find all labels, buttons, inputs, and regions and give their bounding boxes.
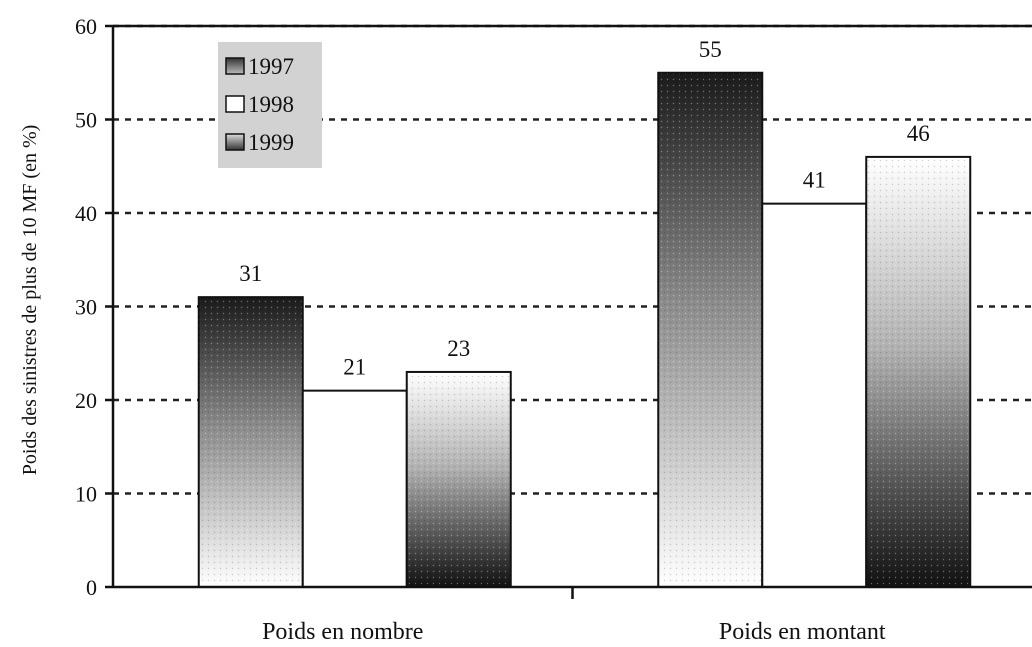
y-tick-label: 20 xyxy=(75,388,97,413)
data-label-1997-0: 31 xyxy=(239,261,262,286)
x-category-label: Poids en montant xyxy=(719,619,886,645)
data-label-1997-1: 55 xyxy=(699,37,722,62)
y-tick-label: 10 xyxy=(75,482,97,507)
data-label-1999-0: 23 xyxy=(447,336,470,361)
data-label-1998-1: 41 xyxy=(803,168,826,193)
legend-label-1998: 1998 xyxy=(248,92,294,117)
bar-texture-1999-0 xyxy=(407,372,511,587)
bar-texture-1999-1 xyxy=(866,157,970,587)
bar-texture-1997-0 xyxy=(199,297,303,587)
legend-swatch-1999 xyxy=(226,134,244,150)
bar-1998-0 xyxy=(303,391,407,587)
y-tick-label: 60 xyxy=(75,14,97,39)
y-axis-title: Poids des sinistres de plus de 10 MF (en… xyxy=(19,125,41,476)
legend: 1997 1998 1999 xyxy=(218,42,322,168)
y-tick-label: 40 xyxy=(75,201,97,226)
y-tick-label: 0 xyxy=(86,575,97,600)
bar-1998-1 xyxy=(762,204,866,587)
bar-texture-1997-1 xyxy=(658,73,762,587)
legend-swatch-1998 xyxy=(226,96,244,112)
x-category-label: Poids en nombre xyxy=(262,619,423,645)
legend-swatch-1997 xyxy=(226,58,244,74)
y-tick-label: 30 xyxy=(75,295,97,320)
legend-label-1999: 1999 xyxy=(248,130,294,155)
legend-label-1997: 1997 xyxy=(248,54,294,79)
data-label-1999-1: 46 xyxy=(907,121,930,146)
y-tick-label: 50 xyxy=(75,108,97,133)
data-label-1998-0: 21 xyxy=(343,355,366,380)
